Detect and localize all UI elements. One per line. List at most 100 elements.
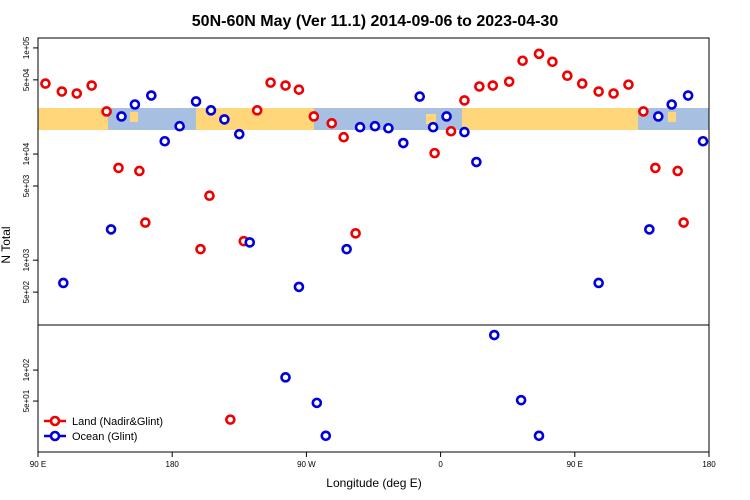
data-point: [533, 48, 545, 60]
data-point: [383, 122, 394, 134]
data-point: [280, 372, 291, 383]
data-point: [474, 81, 485, 92]
bottom-panel-frame: [37, 324, 710, 453]
world-map-strip: [38, 108, 709, 130]
data-point: [653, 111, 664, 122]
y-tick-label: 1e+04: [22, 142, 31, 165]
data-point: [320, 430, 332, 442]
data-point: [174, 120, 185, 132]
data-point: [338, 131, 349, 143]
x-tick-label: 180: [166, 460, 180, 469]
y-tick-label: 1e+02: [22, 358, 31, 381]
data-point: [593, 277, 604, 289]
land-band: [38, 108, 108, 130]
data-point: [146, 90, 157, 101]
data-point: [204, 190, 215, 202]
land-band: [462, 108, 638, 130]
data-point: [326, 117, 338, 129]
data-point: [459, 126, 470, 138]
x-tick-label: 0: [438, 460, 443, 469]
data-point: [459, 95, 470, 106]
data-point: [608, 88, 619, 99]
data-point: [350, 228, 361, 239]
data-point: [113, 162, 124, 174]
data-point: [134, 165, 145, 177]
data-point: [40, 78, 51, 89]
data-point: [308, 111, 320, 122]
data-point: [427, 121, 439, 133]
data-point: [445, 125, 457, 137]
data-point: [398, 137, 409, 149]
data-point: [105, 224, 117, 235]
y-tick-label: 5e+02: [22, 280, 31, 303]
data-point: [219, 114, 230, 125]
data-point: [644, 224, 655, 235]
data-point: [190, 96, 202, 107]
chart-title: 50N-60N May (Ver 11.1) 2014-09-06 to 202…: [192, 13, 559, 30]
data-point: [58, 277, 69, 289]
data-point: [293, 84, 305, 95]
data-point: [86, 80, 97, 91]
data-point: [678, 217, 689, 228]
data-point: [140, 217, 151, 228]
y-axis-label: N Total: [0, 226, 13, 263]
data-point: [517, 55, 528, 67]
data-point: [244, 237, 256, 248]
y-tick-label: 5e+01: [22, 389, 31, 412]
legend-label: Land (Nadir&Glint): [72, 416, 163, 428]
data-point: [280, 80, 291, 91]
x-tick-label: 90 E: [567, 460, 583, 469]
data-point: [251, 105, 263, 116]
data-point: [195, 243, 206, 255]
data-point: [354, 121, 366, 133]
top-panel-frame: [37, 37, 710, 326]
data-point: [293, 281, 305, 293]
x-axis-label: Longitude (deg E): [326, 476, 421, 490]
data-point: [414, 91, 426, 102]
data-point: [225, 414, 236, 425]
legend-marker: [49, 415, 61, 427]
legend-label: Ocean (Glint): [72, 431, 137, 443]
land-band: [130, 112, 138, 122]
data-point: [129, 99, 141, 110]
data-point: [515, 394, 527, 406]
y-tick-label: 1e+05: [22, 36, 31, 59]
data-point: [341, 243, 352, 255]
data-point: [547, 56, 558, 68]
x-tick-label: 180: [702, 460, 716, 469]
x-tick-label: 90 W: [297, 460, 316, 469]
data-point: [672, 165, 683, 177]
data-point: [623, 79, 634, 90]
data-point: [429, 147, 440, 159]
data-point: [56, 86, 68, 97]
data-point: [159, 135, 171, 147]
data-point: [116, 111, 127, 122]
data-point: [593, 86, 604, 97]
data-point: [533, 430, 545, 442]
data-point: [441, 111, 452, 122]
data-point: [638, 106, 649, 117]
y-tick-label: 5e+03: [22, 174, 31, 197]
y-tick-label: 1e+03: [22, 248, 31, 271]
data-point: [471, 156, 482, 168]
data-point: [650, 162, 661, 174]
legend-marker: [49, 430, 61, 442]
land-band: [668, 112, 676, 122]
data-point: [576, 78, 588, 89]
data-point: [488, 329, 500, 341]
data-point: [503, 76, 515, 87]
data-point: [487, 80, 499, 91]
data-point: [265, 77, 276, 88]
data-point: [666, 99, 678, 110]
data-point: [311, 397, 323, 409]
data-point: [101, 106, 112, 117]
y-tick-label: 5e+04: [22, 68, 31, 91]
data-point: [369, 120, 381, 132]
data-point: [71, 88, 83, 99]
data-point: [562, 70, 573, 82]
data-point: [682, 90, 694, 101]
data-point: [697, 135, 709, 147]
data-point: [234, 128, 245, 140]
